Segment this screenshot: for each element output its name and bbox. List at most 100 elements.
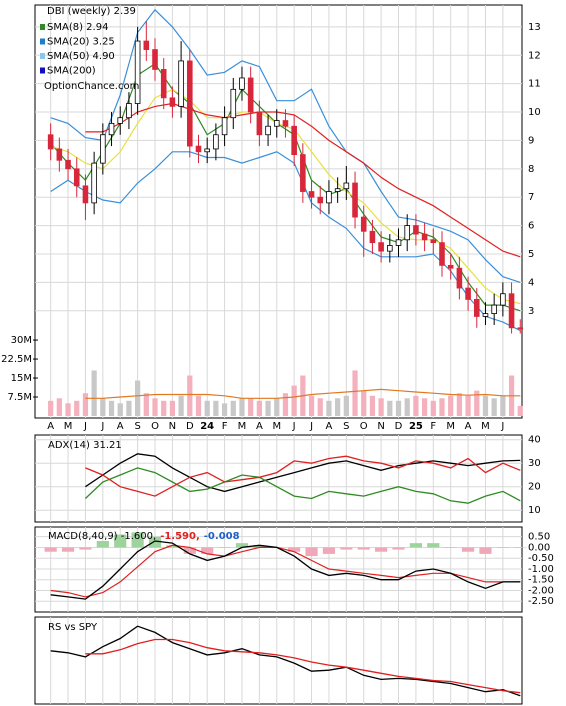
- chart-title: DBI (weekly) 2.39: [47, 6, 136, 17]
- candle-body: [143, 40, 150, 50]
- y-tick-label: 0.50: [528, 532, 550, 543]
- volume-bar: [465, 395, 471, 416]
- candle-body: [378, 242, 384, 252]
- histogram-bar: [409, 543, 422, 548]
- x-tick-label: D: [395, 421, 403, 432]
- candle-body: [256, 111, 263, 136]
- y-tick-label: -1.00: [528, 564, 554, 575]
- candle-body: [456, 267, 463, 289]
- candle-body: [404, 225, 410, 241]
- histogram-bar: [444, 547, 457, 548]
- x-tick-label: N: [169, 421, 176, 432]
- histogram-bar: [61, 547, 75, 552]
- volume-bar: [230, 400, 236, 416]
- volume-bar: [491, 398, 497, 416]
- candle-body: [47, 134, 54, 150]
- volume-bar: [126, 400, 132, 416]
- legend-label: SMA(8) 2.94: [47, 22, 108, 33]
- histogram-bar: [322, 547, 336, 554]
- x-tick-label: N: [377, 421, 384, 432]
- candle-body: [317, 196, 324, 204]
- legend-swatch: [40, 24, 45, 30]
- histogram-bar: [166, 545, 179, 548]
- volume-bar: [100, 398, 106, 416]
- macd-panel: [34, 526, 523, 613]
- x-tick-label: O: [151, 421, 159, 432]
- volume-bar: [448, 395, 454, 416]
- x-tick-label: S: [343, 421, 349, 432]
- candle-body: [491, 304, 497, 315]
- candle-body: [395, 239, 402, 246]
- histogram-bar: [305, 547, 318, 557]
- volume-bar: [178, 395, 184, 416]
- candle-body: [239, 77, 245, 90]
- candle-body: [465, 287, 471, 300]
- volume-bar: [326, 400, 332, 416]
- y-tick-label: 11: [528, 79, 541, 90]
- volume-bar: [65, 403, 71, 416]
- y-tick-label: 7.5M: [7, 392, 32, 403]
- volume-bar: [117, 403, 123, 416]
- candle-body: [126, 103, 132, 119]
- label-layer: DBI (weekly) 2.39 OptionChance.com ADX(1…: [1, 6, 554, 633]
- signal-line: [50, 544, 521, 598]
- candle-body: [221, 117, 228, 136]
- x-tick-label: F: [222, 421, 228, 432]
- volume-bar: [213, 400, 219, 416]
- histogram-bar: [392, 547, 405, 550]
- volume-bar: [48, 400, 54, 416]
- candle-body: [517, 327, 524, 330]
- candle-body: [308, 191, 315, 198]
- x-tick-label: J: [500, 421, 504, 432]
- macd-label: MACD(8,40,9) -1.600,: [48, 531, 156, 542]
- y-tick-label: 22.5M: [1, 354, 32, 365]
- candle-body: [300, 154, 306, 192]
- macd-title: MACD(8,40,9) -1.600, -1.590, -0.008: [48, 531, 240, 542]
- adx-title: ADX(14) 31.21: [48, 440, 122, 451]
- candle-body: [413, 225, 419, 235]
- volume-bar: [439, 398, 445, 416]
- histogram-bar: [514, 547, 527, 548]
- volume-bar: [482, 395, 489, 416]
- x-tick-label: M: [64, 421, 73, 432]
- candle-body: [152, 49, 158, 70]
- y-tick-label: 0.00: [528, 542, 550, 553]
- y-tick-label: 6: [528, 221, 534, 232]
- x-tick-label: A: [326, 421, 333, 432]
- volume-bar: [169, 400, 176, 416]
- adx-panel: [34, 434, 523, 523]
- volume-bar: [265, 400, 271, 416]
- histogram-bar: [375, 547, 388, 552]
- volume-bar: [204, 400, 210, 416]
- y-tick-label: 15M: [11, 373, 32, 384]
- histogram-bar: [183, 547, 196, 554]
- candle-body: [73, 168, 80, 187]
- candle-body: [169, 97, 176, 107]
- histogram-bar: [201, 547, 214, 554]
- candle-body: [360, 216, 367, 232]
- x-tick-label: A: [465, 421, 472, 432]
- indicator-line: [85, 638, 521, 694]
- volume-average: [85, 388, 521, 399]
- candle-body: [91, 162, 97, 204]
- indicator-line: [84, 467, 521, 504]
- y-tick-label: 8: [528, 164, 534, 175]
- moving-average: [85, 102, 521, 258]
- annotation: OptionChance.com: [44, 81, 139, 92]
- volume-bar: [282, 393, 289, 416]
- plot-layer: [33, 5, 527, 704]
- volume-bar: [161, 400, 167, 416]
- volume-bar: [517, 405, 523, 416]
- volume-bar: [369, 395, 376, 416]
- volume-bar: [248, 398, 254, 416]
- x-tick-label: A: [117, 421, 124, 432]
- legend-swatch: [40, 67, 45, 74]
- y-tick-label: 30: [528, 458, 541, 469]
- volume-bar: [352, 370, 358, 416]
- x-tick-label: 25: [409, 421, 423, 432]
- candle-body: [160, 69, 167, 99]
- histogram-bar: [235, 543, 249, 548]
- volume-bar: [187, 375, 193, 416]
- legend-label: SMA(200): [47, 66, 96, 77]
- histogram-bar: [340, 547, 353, 550]
